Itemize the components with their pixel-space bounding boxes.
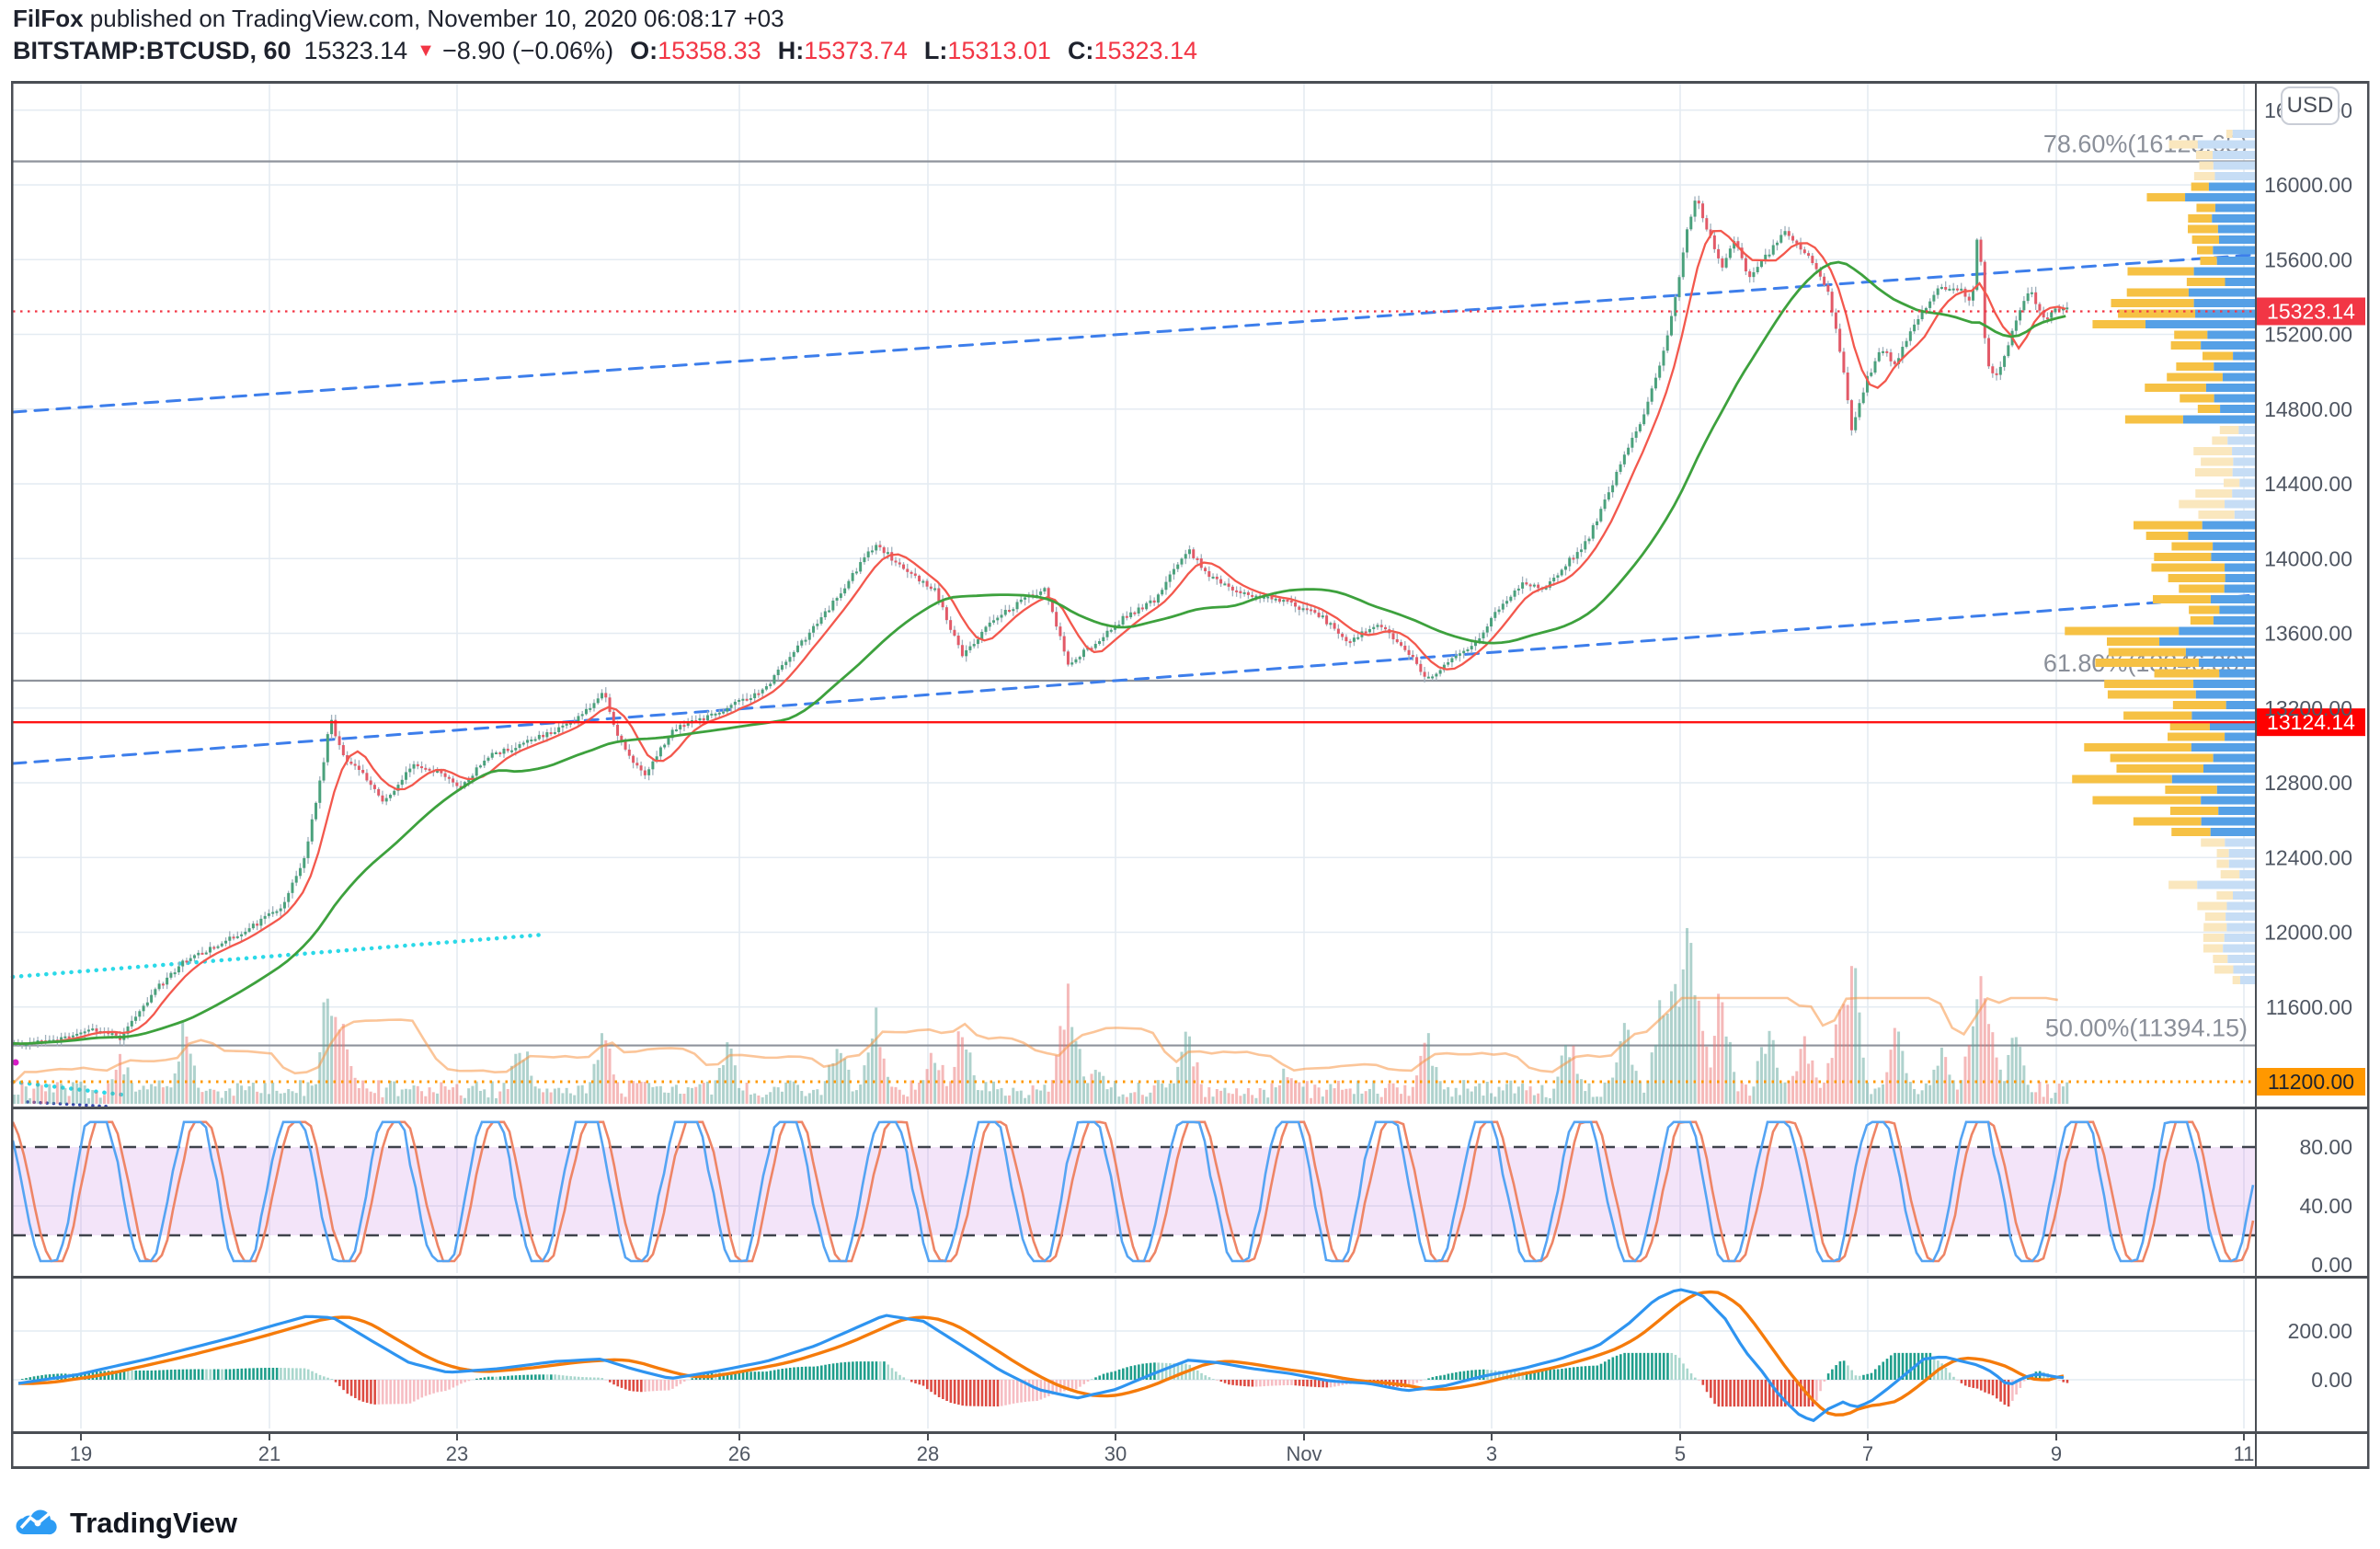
price-axis-label: 14400.00 — [2264, 472, 2352, 496]
price-change: −8.90 (−0.06%) — [441, 37, 614, 64]
time-axis[interactable] — [11, 1433, 2255, 1468]
cloud-logo-icon — [16, 1509, 57, 1535]
price-badge — [2257, 1068, 2365, 1096]
logo-text: TradingView — [70, 1507, 238, 1539]
grid-layer — [13, 84, 2255, 1429]
macd-line — [17, 1288, 2065, 1423]
macd-layer: 200.00 0.00 — [13, 1288, 2352, 1423]
price-axis-label: 13600.00 — [2264, 622, 2352, 646]
time-axis-label: 19 — [70, 1442, 92, 1465]
symbol-title[interactable]: BITSTAMP:BTCUSD, 60 — [13, 37, 292, 64]
attribution-text: published on TradingView.com, November 1… — [83, 5, 784, 32]
price-axis-labels: 16400.0016000.0015600.0015200.0014800.00… — [2264, 98, 2352, 1019]
time-axis-label: 28 — [917, 1442, 939, 1465]
price-badge — [2257, 297, 2365, 326]
stoch-axis-label: 80.00 — [2299, 1135, 2352, 1159]
pane-separator — [11, 1431, 2369, 1434]
volume-layer — [12, 927, 2069, 1104]
macd-axis-label: 200.00 — [2288, 1319, 2352, 1343]
price-axis-label: 14000.00 — [2264, 546, 2352, 570]
channel-lower[interactable] — [11, 593, 2257, 765]
fib-label: 50.00%(11394.15) — [2045, 1015, 2248, 1042]
time-axis-label: 23 — [446, 1442, 468, 1465]
volume-profile-layer — [2065, 130, 2255, 984]
macd-axis-label: 0.00 — [2311, 1368, 2352, 1392]
down-triangle-icon: ▼ — [417, 40, 435, 61]
ohlc-high: H:15373.74 — [777, 37, 908, 64]
price-axis-label: 12400.00 — [2264, 845, 2352, 869]
price-lines-layer: 15323.14 13124.14 11200.00 — [13, 297, 2365, 1096]
macd-signal-line — [18, 1290, 2065, 1417]
price-badge — [2257, 708, 2365, 737]
time-axis-label: Nov — [1286, 1442, 1322, 1465]
time-axis-labels: 19 21 23 26 28 30 Nov 3 5 7 9 11 — [70, 1434, 2255, 1465]
attribution-line: FilFox published on TradingView.com, Nov… — [13, 4, 1197, 33]
currency-usd-button[interactable]: USD — [2281, 86, 2340, 125]
stoch-k-line — [11, 1120, 2255, 1263]
last-price: 15323.14 — [303, 37, 408, 64]
price-axis-label: 15600.00 — [2264, 247, 2352, 271]
pane-separator — [11, 1107, 2369, 1109]
main-price-pane[interactable] — [13, 84, 2255, 1104]
symbol-line: BITSTAMP:BTCUSD, 60 15323.14 ▼ −8.90 (−0… — [13, 35, 1197, 66]
cyan-trendline-a[interactable] — [10, 932, 547, 980]
stochastic-layer: 80.00 40.00 0.00 — [11, 1120, 2352, 1277]
time-axis-label: 3 — [1486, 1442, 1497, 1465]
time-axis-label: 7 — [1862, 1442, 1873, 1465]
price-axis-label: 14800.00 — [2264, 397, 2352, 421]
time-axis-label: 26 — [728, 1442, 750, 1465]
chart-frame — [11, 81, 2370, 1469]
ohlc-close: C:15323.14 — [1067, 37, 1198, 64]
stoch-axis-label: 40.00 — [2299, 1194, 2352, 1218]
stoch-axis-label: 0.00 — [2311, 1253, 2352, 1277]
price-badge-text: 13124.14 — [2267, 710, 2355, 734]
time-axis-label: 11 — [2234, 1442, 2255, 1465]
price-axis-label: 11600.00 — [2266, 995, 2352, 1019]
price-axis-label: 16000.00 — [2264, 173, 2352, 197]
header: FilFox published on TradingView.com, Nov… — [13, 4, 1197, 66]
tradingview-logo[interactable]: TradingView — [13, 1507, 237, 1540]
channel-upper[interactable] — [11, 253, 2257, 414]
price-axis-label: 12000.00 — [2264, 921, 2352, 945]
price-badge-text: 15323.14 — [2267, 299, 2355, 323]
price-axis-label: 13200.00 — [2264, 696, 2352, 720]
cyan-trendline-b[interactable] — [10, 1079, 124, 1097]
ma-slow-line — [12, 260, 2066, 1046]
stoch-band — [13, 1147, 2255, 1235]
magenta-marker — [12, 1059, 19, 1066]
pane-separator — [11, 1276, 2369, 1279]
time-axis-label: 5 — [1675, 1442, 1686, 1465]
ma-fast-line — [12, 229, 2066, 1045]
volume-ma-line — [12, 996, 2058, 1084]
ohlc-low: L:15313.01 — [923, 37, 1051, 64]
time-axis-label: 9 — [2051, 1442, 2062, 1465]
pane-separator — [11, 81, 2369, 84]
ohlc-open: O:15358.33 — [630, 37, 761, 64]
time-axis-label: 21 — [258, 1442, 280, 1465]
price-axis-label: 15200.00 — [2264, 323, 2352, 347]
candles-layer — [13, 201, 2069, 1047]
time-axis-label: 30 — [1104, 1442, 1127, 1465]
pane-separator — [11, 1466, 2369, 1469]
price-axis-label: 12800.00 — [2264, 771, 2352, 795]
author-name: FilFox — [13, 5, 84, 32]
price-badge-text: 11200.00 — [2268, 1070, 2354, 1094]
